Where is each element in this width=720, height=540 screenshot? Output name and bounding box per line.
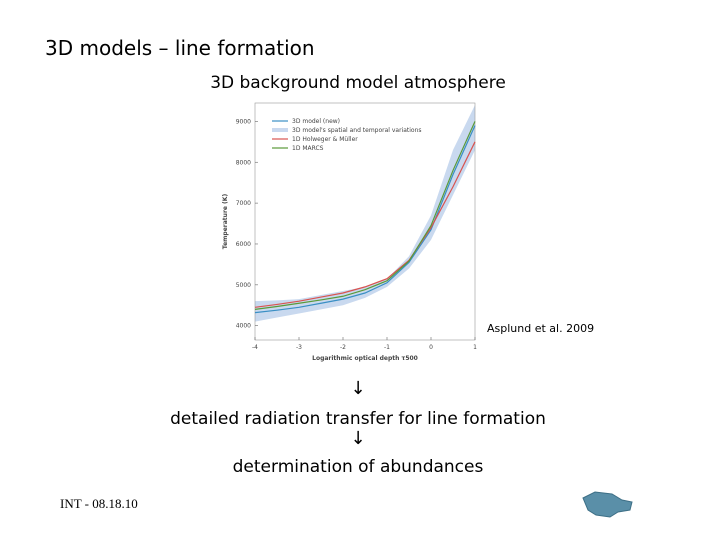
y-tick-label: 9000 [236,118,251,125]
series-line [254,141,476,308]
x-tick-label: -2 [340,344,346,351]
chart: 4000 5000 6000 7000 8000 9000 -4 -3 -2 -1 0 1 Logari… [222,102,477,362]
legend-label: 1D Holweger & Müller [292,136,358,143]
arrow: ↓ [350,428,365,449]
y-tick-label: 7000 [236,200,251,207]
step-text: detailed radiation transfer for line for… [170,409,546,429]
series-line [254,125,476,314]
step-text: determination of abundances [233,457,484,477]
slide-title: 3D models – line formation [45,36,315,60]
y-tick-label: 5000 [236,282,251,289]
logo [582,491,633,518]
series-line [254,121,476,310]
x-tick-label: -1 [384,344,390,351]
legend-label: 1D MARCS [292,145,324,152]
credit: Asplund et al. 2009 [487,322,594,335]
y-tick-label: 8000 [236,159,251,166]
y-tick-label: 6000 [236,241,251,248]
x-axis-label: Logarithmic optical depth τ500 [312,355,418,362]
y-axis-label: Temperature (K) [222,194,229,250]
plot-frame [254,102,476,341]
subtitle: 3D background model atmosphere [210,73,506,93]
x-tick-label: -4 [252,344,258,351]
footer: INT - 08.18.10 [60,496,138,511]
legend-label: 3D model (new) [292,118,340,125]
legend-label: 3D model's spatial and temporal variatio… [292,127,422,134]
x-tick-label: 1 [473,344,477,351]
arrow: ↓ [350,378,365,399]
y-tick-label: 4000 [236,323,251,330]
x-tick-label: 0 [429,344,433,351]
x-tick-label: -3 [296,344,302,351]
